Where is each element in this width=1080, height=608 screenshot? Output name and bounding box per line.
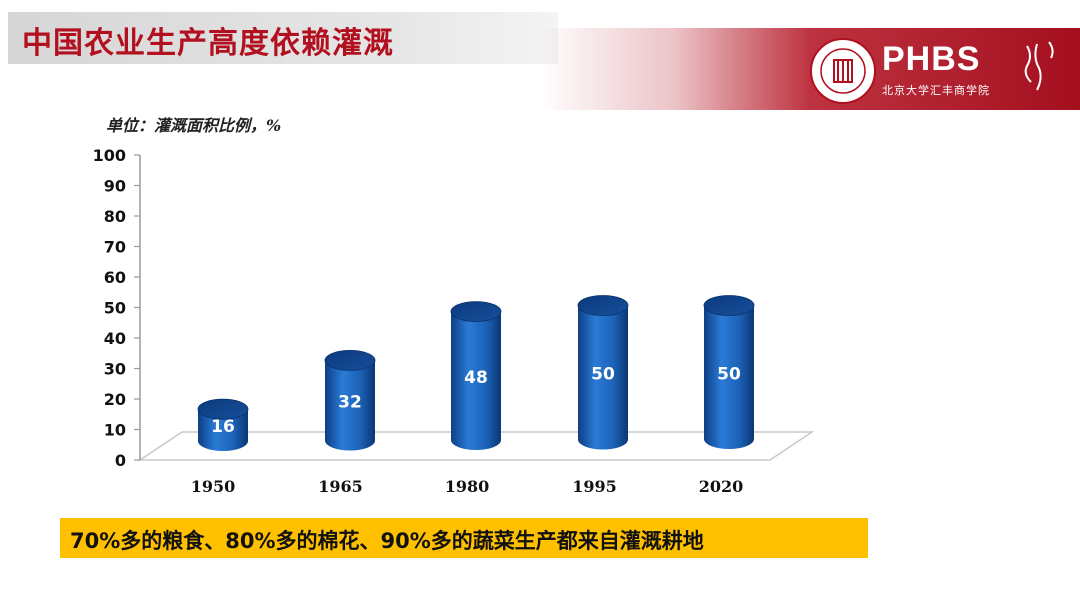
y-tick-label: 0 <box>115 451 126 470</box>
x-tick-label: 1995 <box>572 477 617 496</box>
bar-body <box>451 311 501 450</box>
x-tick-label: 1980 <box>445 477 490 496</box>
bar-1995 <box>577 295 629 450</box>
header-banner <box>540 28 1080 110</box>
x-tick-label: 1965 <box>318 477 363 496</box>
y-tick-label: 60 <box>104 268 126 287</box>
logo-subtitle: 北京大学汇丰商学院 <box>882 84 990 97</box>
bar-top <box>577 295 629 316</box>
logo-text: PHBS <box>882 40 981 78</box>
data-label: 32 <box>338 392 362 412</box>
bar-body <box>325 360 375 451</box>
y-tick-label: 50 <box>104 299 126 318</box>
bar-body <box>578 305 628 450</box>
bar-1980 <box>450 301 502 450</box>
y-tick-label: 100 <box>93 146 126 165</box>
x-tick-label: 2020 <box>699 477 744 496</box>
slide-title: 中国农业生产高度依赖灌溉 <box>22 26 394 61</box>
bar-1965 <box>324 349 376 451</box>
y-tick-label: 20 <box>104 390 126 409</box>
phbs-logo <box>810 38 1054 104</box>
x-tick-label: 1950 <box>191 477 236 496</box>
unit-label: 单位：灌溉面积比例，% <box>106 116 282 135</box>
bar-body <box>704 305 754 449</box>
y-tick-label: 70 <box>104 238 126 257</box>
y-tick-label: 90 <box>104 177 126 196</box>
calligraphy-icon <box>1024 41 1054 91</box>
y-tick-label: 10 <box>104 421 126 440</box>
bar-top <box>324 349 376 371</box>
data-label: 50 <box>591 365 615 385</box>
bar-body <box>198 409 248 451</box>
y-tick-label: 80 <box>104 207 126 226</box>
bar-1950 <box>197 398 249 451</box>
data-label: 48 <box>464 368 488 388</box>
y-tick-label: 40 <box>104 329 126 348</box>
y-tick-label: 30 <box>104 360 126 379</box>
bar-2020 <box>703 295 755 449</box>
bar-top <box>703 295 755 316</box>
bar-top <box>450 301 502 323</box>
caption-box: 70%多的粮食、80%多的棉花、90%多的蔬菜生产都来自灌溉耕地 <box>60 518 868 558</box>
data-label: 50 <box>717 364 741 384</box>
title-bar: 中国农业生产高度依赖灌溉 <box>8 12 558 64</box>
caption-text: 70%多的粮食、80%多的棉花、90%多的蔬菜生产都来自灌溉耕地 <box>70 529 704 553</box>
bar-top <box>197 398 249 420</box>
data-label: 16 <box>211 417 235 437</box>
